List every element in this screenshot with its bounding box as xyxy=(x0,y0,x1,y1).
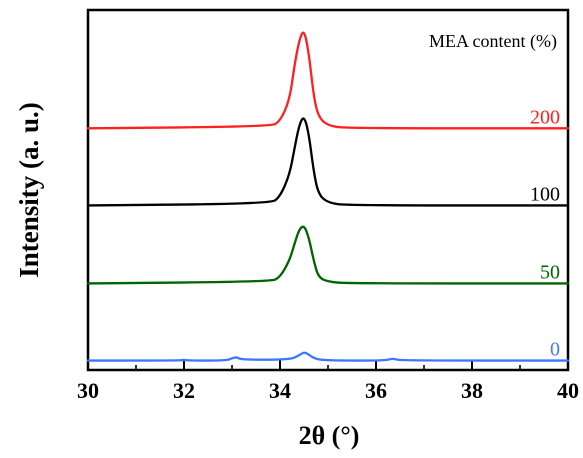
series-group xyxy=(86,31,570,362)
series-label: 100 xyxy=(530,183,560,205)
x-tick-label: 36 xyxy=(365,378,387,403)
y-axis-title: Intensity (a. u.) xyxy=(14,102,44,278)
x-tick-label: 34 xyxy=(269,378,291,403)
series-label-group: 200 100 50 0 xyxy=(530,106,560,360)
x-tick-label: 40 xyxy=(557,378,579,403)
series-line xyxy=(86,351,570,362)
series-line xyxy=(86,117,570,207)
plot-frame xyxy=(86,8,570,372)
series-label: 200 xyxy=(530,106,560,128)
series-line xyxy=(86,31,570,130)
legend-title: MEA content (%) xyxy=(429,31,557,52)
x-axis-title: 2θ (°) xyxy=(299,421,360,450)
x-tick-label: 38 xyxy=(461,378,483,403)
x-tick-label: 32 xyxy=(173,378,195,403)
series-label: 50 xyxy=(540,261,560,283)
x-axis-ticks: 30 32 34 36 38 40 xyxy=(77,360,579,403)
x-tick-label: 30 xyxy=(77,378,99,403)
series-line xyxy=(86,225,570,285)
series-label: 0 xyxy=(550,339,560,361)
